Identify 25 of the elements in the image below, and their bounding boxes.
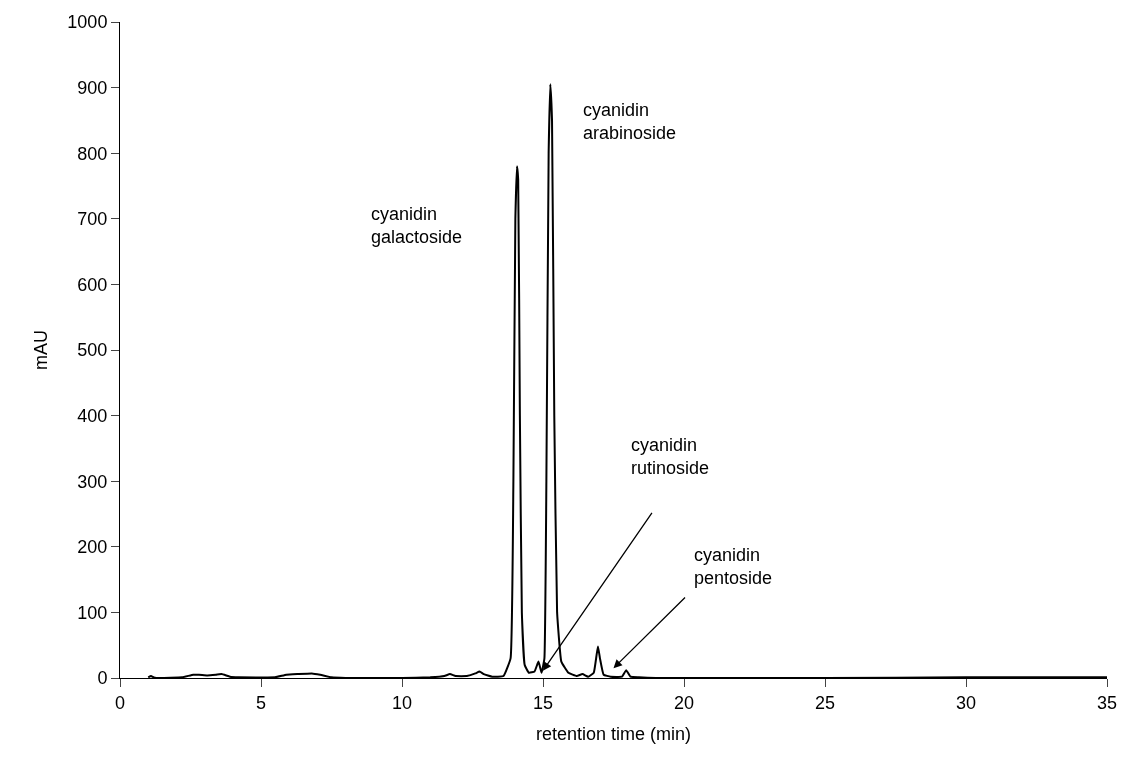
y-tick-label: 700 (77, 209, 108, 230)
y-tick-label: 300 (77, 471, 108, 492)
y-tick-label: 1000 (67, 12, 108, 33)
x-tick-label: 15 (532, 692, 554, 713)
y-tick-label: 0 (97, 668, 108, 689)
x-tick-label: 25 (814, 692, 836, 713)
y-tick-label: 500 (77, 340, 108, 361)
x-axis-title: retention time (min) (535, 723, 692, 744)
annotation: cyanidin galactoside (371, 204, 463, 248)
x-tick-label: 5 (255, 692, 267, 713)
y-tick-label: 200 (77, 537, 108, 558)
annotation: cyanidin pentoside (694, 545, 773, 589)
y-tick-label: 900 (77, 77, 108, 98)
annotation: cyanidin arabinoside (583, 100, 677, 144)
y-tick-label: 100 (77, 602, 108, 623)
x-tick-label: 30 (955, 692, 977, 713)
y-tick-label: 400 (77, 405, 108, 426)
y-tick-label: 800 (77, 143, 108, 164)
annotation: cyanidin rutinoside (631, 435, 710, 479)
y-tick-label: 600 (77, 274, 108, 295)
x-tick-label: 20 (673, 692, 695, 713)
y-axis-title: mAU (30, 330, 51, 370)
x-tick-label: 10 (391, 692, 413, 713)
x-tick-label: 0 (114, 692, 126, 713)
x-tick-label: 35 (1096, 692, 1118, 713)
